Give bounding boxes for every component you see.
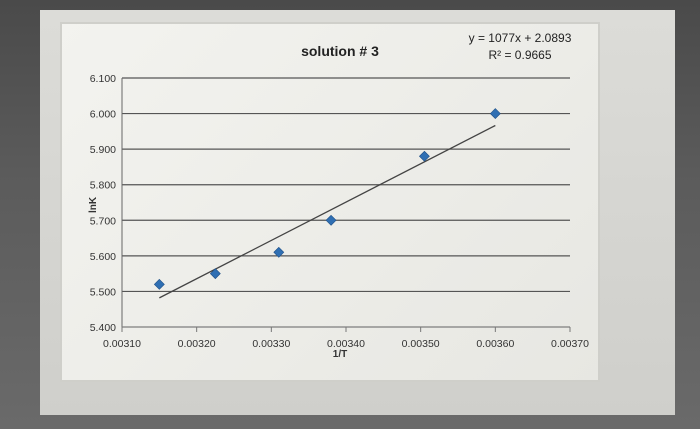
y-tick-label: 5.600 <box>90 251 116 263</box>
y-tick-label: 5.500 <box>90 286 116 298</box>
trendline <box>159 124 496 299</box>
chart-title: solution # 3 <box>301 43 379 59</box>
axes <box>121 78 571 332</box>
x-tick-label: 0.00350 <box>402 338 440 350</box>
y-tick-label: 6.000 <box>90 109 116 121</box>
x-tick-label: 0.00330 <box>252 338 290 350</box>
data-point <box>489 108 501 119</box>
data-point <box>418 150 430 162</box>
data-point <box>153 278 165 290</box>
chart-area <box>60 22 600 382</box>
x-axis-label: 1/T <box>333 349 347 360</box>
x-tick-label: 0.00310 <box>103 338 141 350</box>
y-tick-label: 5.400 <box>90 322 116 334</box>
y-tick-labels: 5.400 5.500 5.600 5.700 5.800 5.900 6.000 6.100 <box>90 73 116 334</box>
y-tick-label: 5.700 <box>90 215 116 227</box>
data-point <box>325 214 337 226</box>
x-tick-label: 0.00340 <box>327 338 365 350</box>
data-point <box>209 268 221 280</box>
x-tick-label: 0.00360 <box>476 338 514 350</box>
y-axis-label: lnK <box>88 196 99 213</box>
data-point <box>273 246 285 258</box>
trendline-equation: y = 1077x + 2.0893 <box>469 31 572 45</box>
data-points <box>153 108 501 290</box>
x-tick-label: 0.00370 <box>551 338 589 350</box>
x-tick-labels: 0.00310 0.00320 0.00330 0.00340 0.00350 0.003… <box>103 338 589 350</box>
y-tick-label: 5.900 <box>90 144 116 156</box>
y-tick-label: 6.100 <box>90 73 116 85</box>
x-tick-label: 0.00320 <box>178 338 216 350</box>
trendline-r-squared: R² = 0.9665 <box>488 48 551 62</box>
y-tick-label: 5.800 <box>90 180 116 192</box>
